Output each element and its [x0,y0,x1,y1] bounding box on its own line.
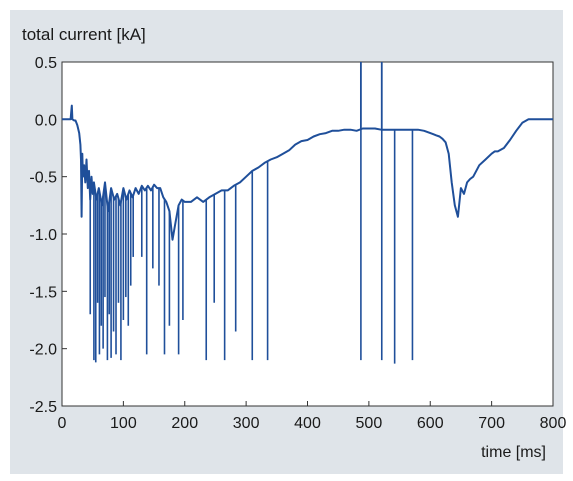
y-axis-label: total current [kA] [22,25,146,44]
x-tick-label: 100 [110,415,137,432]
x-tick-label: 300 [233,415,260,432]
x-tick-label: 400 [294,415,321,432]
x-tick-label: 0 [58,415,67,432]
y-tick-label: -2.5 [29,399,57,416]
y-tick-label: 0.5 [35,55,57,72]
x-tick-label: 500 [356,415,383,432]
x-tick-label: 600 [417,415,444,432]
x-tick-label: 200 [171,415,198,432]
y-tick-label: -1.5 [29,284,57,301]
series-line [62,104,553,241]
y-tick-label: -2.0 [29,342,57,359]
y-tick-label: 0.0 [35,112,57,129]
y-tick-label: -0.5 [29,170,57,187]
y-tick-label: -1.0 [29,227,57,244]
x-tick-label: 700 [478,415,505,432]
x-tick-label: 800 [540,415,567,432]
x-axis-label: time [ms] [481,444,546,461]
plot-area [61,61,554,407]
